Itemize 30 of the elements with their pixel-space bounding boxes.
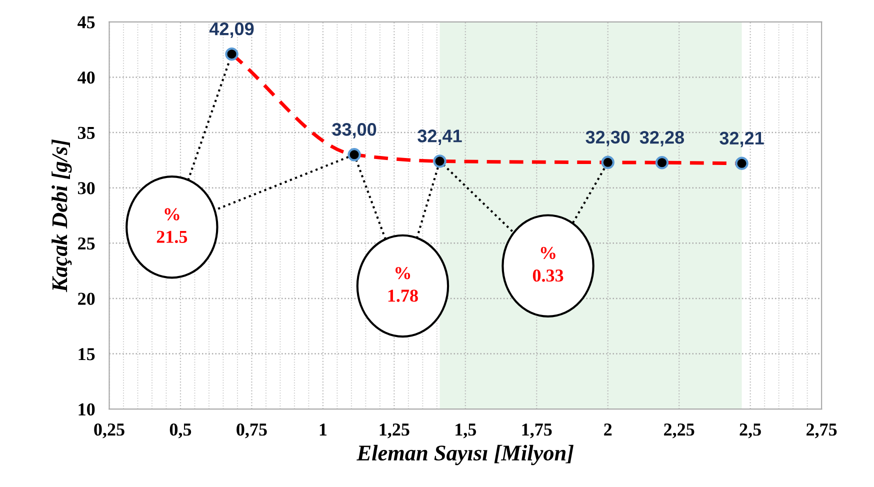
y-tick-label: 45 [78, 16, 95, 28]
data-label: 32,28 [640, 130, 684, 146]
annotation: % 21.5 [156, 208, 188, 244]
y-axis-title: Kaçak Debi [g/s] [52, 140, 72, 292]
x-tick-label: 1,75 [522, 424, 552, 438]
y-tick-label: 15 [78, 348, 95, 360]
x-tick-label: 2,5 [740, 424, 761, 438]
data-label: 42,09 [209, 22, 254, 38]
x-axis-title: Eleman Sayısı [Milyon] [356, 444, 574, 466]
x-tick-label: 0,25 [94, 423, 124, 438]
data-label: 32,30 [586, 130, 630, 146]
x-tick-label: 1 [320, 424, 327, 436]
data-label: 33,00 [332, 123, 376, 138]
x-tick-label: 0,5 [170, 423, 192, 438]
x-tick-label: 1,5 [456, 424, 476, 438]
y-tick-label: 25 [78, 237, 95, 250]
y-tick-label: 10 [78, 403, 95, 416]
x-tick-label: 1,25 [380, 424, 410, 438]
x-tick-label: 2 [604, 424, 612, 436]
annotation: % 0.33 [532, 246, 564, 282]
x-tick-label: 2,25 [664, 424, 694, 438]
x-tick-label: 0,75 [236, 423, 267, 438]
y-tick-label: 20 [78, 292, 95, 305]
data-label: 32,41 [418, 130, 462, 145]
annotation: % 1.78 [388, 266, 418, 302]
y-tick-label: 35 [78, 126, 95, 139]
data-label: 32,21 [720, 132, 764, 148]
y-tick-label: 40 [78, 71, 95, 84]
x-tick-label: 2,75 [806, 424, 837, 438]
y-tick-label: 30 [78, 182, 95, 194]
